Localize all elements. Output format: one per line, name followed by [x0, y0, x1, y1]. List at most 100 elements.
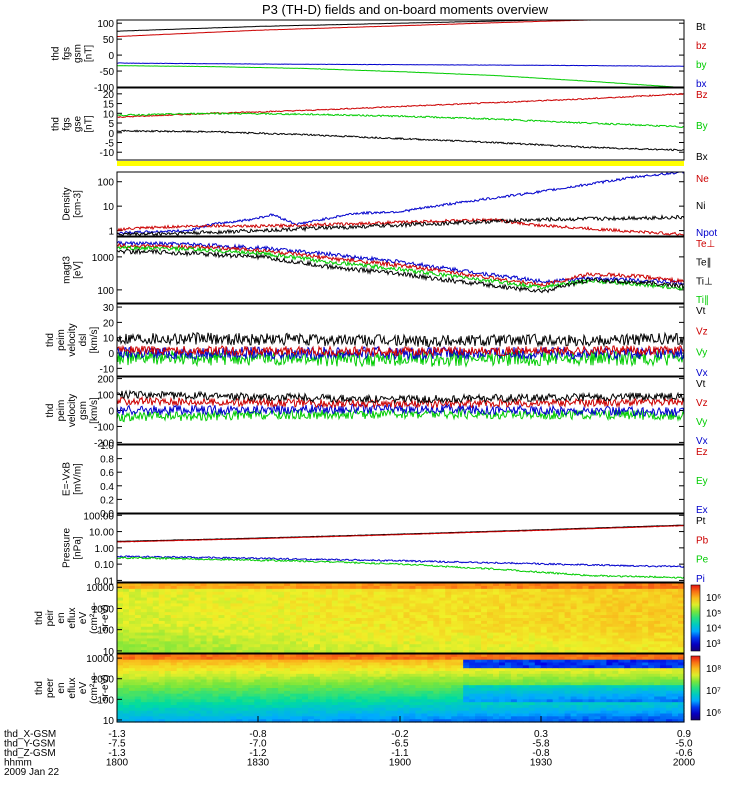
heatmap-cell — [122, 585, 130, 590]
heatmap-cell — [379, 685, 387, 689]
heatmap-cell — [516, 623, 524, 628]
heatmap-cell — [403, 656, 411, 661]
heatmap-cell — [224, 650, 231, 654]
heatmap-cell — [546, 591, 554, 596]
heatmap-cell — [624, 656, 631, 661]
heatmap-cell — [612, 665, 619, 669]
heatmap-cell — [457, 716, 464, 720]
heatmap-cell — [146, 668, 154, 672]
heatmap-cell — [182, 671, 190, 675]
y-tick-label: 1.0 — [100, 441, 114, 452]
heatmap-cell — [672, 673, 679, 678]
heatmap-cell — [224, 620, 231, 625]
heatmap-cell — [594, 629, 602, 634]
heatmap-cell — [558, 671, 566, 675]
heatmap-cell — [218, 615, 226, 619]
legend-label: Ti⊥ — [696, 276, 713, 287]
heatmap-cell — [355, 676, 363, 681]
heatmap-cell — [325, 620, 333, 625]
heatmap-cell — [266, 671, 273, 675]
heatmap-cell — [672, 685, 679, 689]
heatmap-cell — [654, 620, 661, 625]
heatmap-cell — [606, 679, 613, 683]
heatmap-cell — [409, 597, 417, 602]
heatmap-cell — [260, 618, 267, 622]
heatmap-cell — [421, 594, 428, 599]
heatmap-cell — [278, 597, 285, 602]
heatmap-cell — [140, 693, 148, 698]
heatmap-cell — [397, 606, 405, 610]
heatmap-cell — [331, 693, 339, 698]
heatmap-cell — [128, 626, 136, 631]
heatmap-cell — [433, 615, 440, 619]
heatmap-cell — [134, 597, 142, 602]
heatmap-cell — [463, 705, 470, 709]
heatmap-cell — [457, 650, 464, 654]
heatmap-cell — [379, 585, 387, 590]
heatmap-cell — [546, 699, 554, 703]
heatmap-cell — [403, 716, 411, 720]
heatmap-cell — [451, 594, 458, 599]
heatmap-cell — [654, 659, 661, 664]
heatmap-cell — [415, 688, 422, 692]
heatmap-cell — [433, 644, 440, 648]
heatmap-cell — [117, 650, 124, 654]
heatmap-cell — [421, 705, 428, 709]
heatmap-cell — [236, 719, 243, 723]
heatmap-cell — [254, 609, 261, 613]
heatmap-cell — [236, 594, 243, 599]
x-axis-value: 1830 — [247, 758, 270, 769]
heatmap-cell — [546, 650, 554, 654]
heatmap-cell — [493, 679, 500, 683]
heatmap-cell — [152, 626, 160, 631]
heatmap-cell — [218, 585, 226, 590]
heatmap-cell — [672, 671, 679, 675]
heatmap-cell — [612, 615, 619, 619]
heatmap-cell — [128, 707, 136, 712]
heatmap-cell — [654, 690, 661, 695]
heatmap-cell — [343, 626, 351, 631]
heatmap-cell — [552, 693, 560, 698]
heatmap-cell — [200, 682, 208, 686]
heatmap-cell — [146, 679, 154, 683]
heatmap-cell — [606, 629, 613, 634]
heatmap-cell — [140, 612, 148, 616]
heatmap-cell — [284, 641, 291, 645]
heatmap-cell — [242, 647, 249, 651]
heatmap-cell — [188, 690, 196, 695]
heatmap-cell — [176, 609, 184, 613]
heatmap-cell — [194, 716, 202, 720]
heatmap-cell — [361, 710, 369, 715]
heatmap-cell — [463, 641, 470, 645]
heatmap-cell — [558, 659, 566, 664]
heatmap-cell — [212, 635, 220, 640]
heatmap-cell — [666, 693, 673, 698]
heatmap-cell — [546, 662, 554, 666]
heatmap-cell — [278, 702, 285, 706]
heatmap-cell — [230, 688, 237, 692]
heatmap-cell — [134, 665, 142, 669]
heatmap-cell — [302, 612, 309, 616]
heatmap-cell — [403, 635, 411, 640]
heatmap-cell — [140, 632, 148, 637]
heatmap-cell — [349, 626, 357, 631]
heatmap-cell — [600, 603, 608, 607]
heatmap-cell — [528, 588, 536, 593]
heatmap-cell — [230, 699, 237, 703]
heatmap-cell — [152, 682, 160, 686]
heatmap-cell — [504, 693, 512, 698]
heatmap-cell — [678, 662, 685, 666]
heatmap-cell — [564, 609, 572, 613]
heatmap-cell — [194, 585, 202, 590]
heatmap-cell — [439, 629, 446, 634]
heatmap-cell — [296, 632, 303, 637]
heatmap-cell — [493, 609, 500, 613]
heatmap-cell — [212, 673, 220, 678]
heatmap-cell — [648, 699, 655, 703]
heatmap-cell — [594, 719, 602, 723]
series-line-Pe — [117, 556, 684, 579]
heatmap-cell — [230, 693, 237, 698]
heatmap-cell — [642, 676, 649, 681]
heatmap-cell — [451, 685, 458, 689]
heatmap-cell — [290, 676, 297, 681]
